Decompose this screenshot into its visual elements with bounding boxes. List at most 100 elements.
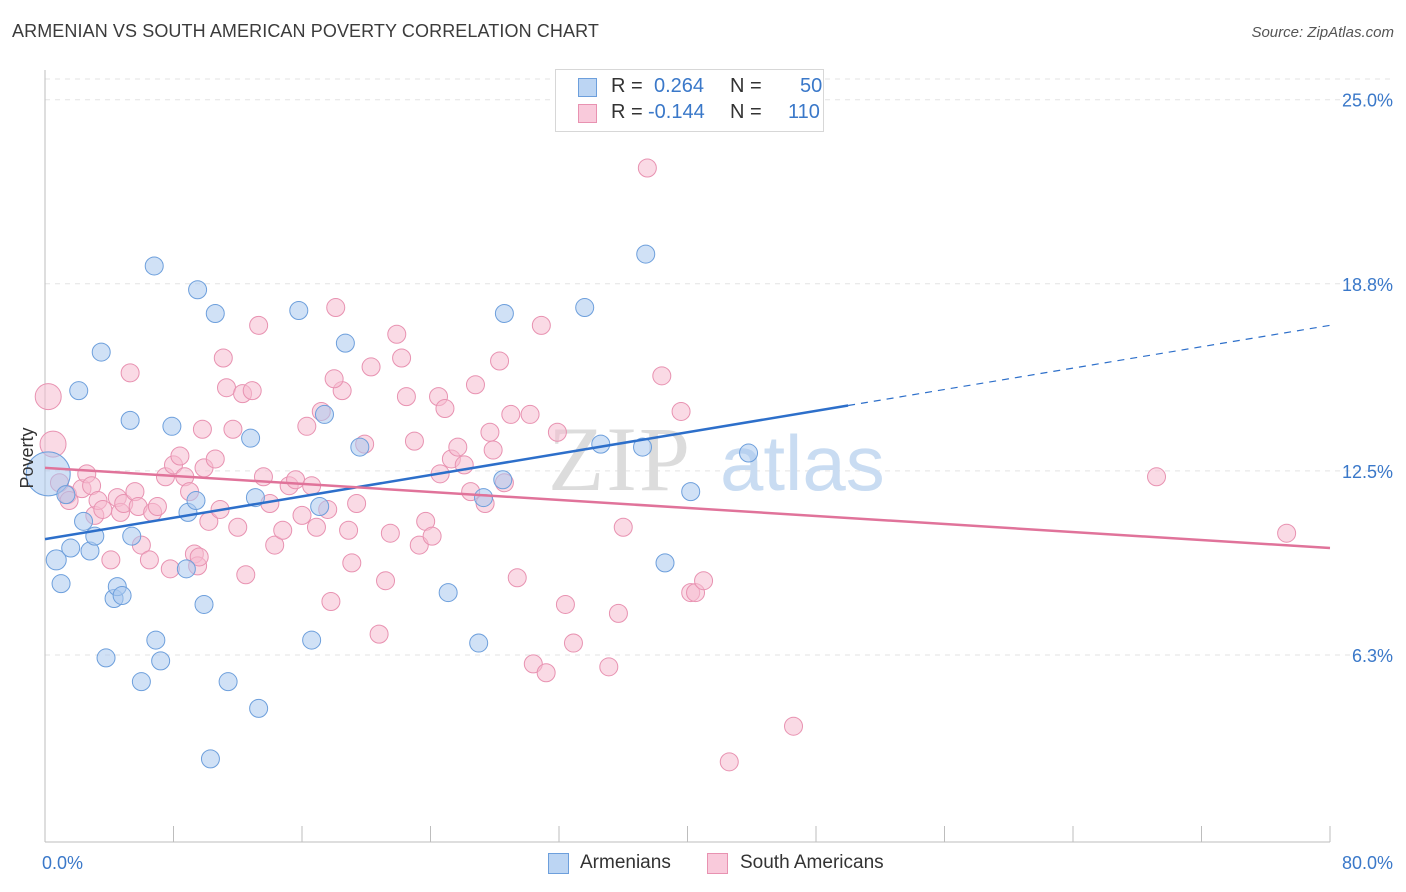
point-south-americans <box>170 446 190 466</box>
point-armenians <box>591 434 611 454</box>
point-armenians <box>655 553 675 573</box>
bottom-legend-swatch-armenians <box>548 853 569 874</box>
point-armenians <box>120 410 140 430</box>
point-south-americans <box>637 158 657 178</box>
y-tick-label: 12.5% <box>1342 462 1393 482</box>
point-south-americans <box>342 553 362 573</box>
point-south-americans <box>297 416 317 436</box>
point-armenians <box>302 630 322 650</box>
point-south-americans <box>347 494 367 514</box>
point-armenians <box>469 633 489 653</box>
point-armenians <box>74 511 94 531</box>
chart-title: ARMENIAN VS SOUTH AMERICAN POVERTY CORRE… <box>12 21 599 41</box>
trend-line-armenians-extension <box>848 324 1331 407</box>
point-armenians <box>188 280 208 300</box>
point-south-americans <box>120 363 140 383</box>
point-armenians <box>245 488 265 508</box>
point-south-americans <box>536 663 556 683</box>
x-tick-label: 80.0% <box>1342 853 1393 873</box>
legend-n-value-armenians: 50 <box>800 75 823 97</box>
point-south-americans <box>483 440 503 460</box>
point-south-americans <box>555 594 575 614</box>
series-south-americans <box>34 158 1297 772</box>
watermark-atlas: atlas <box>720 419 885 507</box>
point-south-americans <box>480 422 500 442</box>
point-south-americans <box>242 381 262 401</box>
point-armenians <box>289 301 309 321</box>
point-south-americans <box>671 401 691 421</box>
point-armenians <box>310 496 330 516</box>
point-south-americans <box>490 351 510 371</box>
point-south-americans <box>608 603 628 623</box>
point-south-americans <box>192 419 212 439</box>
x-tick-label: 0.0% <box>42 853 83 873</box>
trend-lines <box>44 324 1331 550</box>
point-armenians <box>438 583 458 603</box>
point-south-americans <box>784 716 804 736</box>
y-tick-label: 6.3% <box>1352 646 1393 666</box>
point-south-americans <box>265 535 285 555</box>
point-south-americans <box>147 496 167 516</box>
series-armenians <box>25 244 759 769</box>
point-south-americans <box>531 315 551 335</box>
point-south-americans <box>273 520 293 540</box>
legend-r-value-south-americans: -0.144 <box>648 101 705 123</box>
point-armenians <box>146 630 166 650</box>
point-south-americans <box>694 571 714 591</box>
point-south-americans <box>613 517 633 537</box>
point-south-americans <box>404 431 424 451</box>
point-south-americans <box>139 550 159 570</box>
point-south-americans <box>217 378 237 398</box>
point-south-americans <box>563 633 583 653</box>
point-armenians <box>350 437 370 457</box>
point-armenians <box>474 488 494 508</box>
point-armenians <box>56 485 76 505</box>
point-south-americans <box>205 449 225 469</box>
point-south-americans <box>306 517 326 537</box>
bottom-legend-swatch-south-americans <box>707 853 728 874</box>
point-armenians <box>636 244 656 264</box>
legend-swatch-armenians <box>578 78 597 97</box>
point-south-americans <box>396 387 416 407</box>
point-south-americans <box>321 591 341 611</box>
point-south-americans <box>292 505 312 525</box>
point-armenians <box>151 651 171 671</box>
point-south-americans <box>101 550 121 570</box>
point-south-americans <box>236 565 256 585</box>
point-armenians <box>194 594 214 614</box>
y-tick-label: 18.8% <box>1342 275 1393 295</box>
point-south-americans <box>380 523 400 543</box>
legend-n-label: N = <box>730 101 762 123</box>
point-armenians <box>205 303 225 323</box>
point-armenians <box>131 672 151 692</box>
point-south-americans <box>387 324 407 344</box>
point-armenians <box>122 526 142 546</box>
y-tick-label: 25.0% <box>1342 91 1393 111</box>
point-south-americans <box>361 357 381 377</box>
trend-line-armenians <box>44 404 849 541</box>
point-armenians <box>681 482 701 502</box>
point-armenians <box>69 381 89 401</box>
point-south-americans <box>507 568 527 588</box>
point-south-americans <box>324 369 344 389</box>
point-south-americans <box>599 657 619 677</box>
point-south-americans <box>652 366 672 386</box>
point-armenians <box>25 451 71 497</box>
point-south-americans <box>1147 467 1167 487</box>
point-armenians <box>575 298 595 318</box>
point-armenians <box>91 342 111 362</box>
point-south-americans <box>286 470 306 490</box>
point-south-americans <box>228 517 248 537</box>
point-armenians <box>112 586 132 606</box>
trend-line-south-americans <box>44 466 1331 550</box>
point-armenians <box>633 437 653 457</box>
point-armenians <box>494 303 514 323</box>
point-south-americans <box>223 419 243 439</box>
point-south-americans <box>376 571 396 591</box>
point-south-americans <box>160 559 180 579</box>
stats-legend: R = 0.264 N = 50 R = -0.144 N = 110 <box>555 69 824 132</box>
point-armenians <box>186 491 206 511</box>
point-south-americans <box>249 315 269 335</box>
point-armenians <box>249 698 269 718</box>
